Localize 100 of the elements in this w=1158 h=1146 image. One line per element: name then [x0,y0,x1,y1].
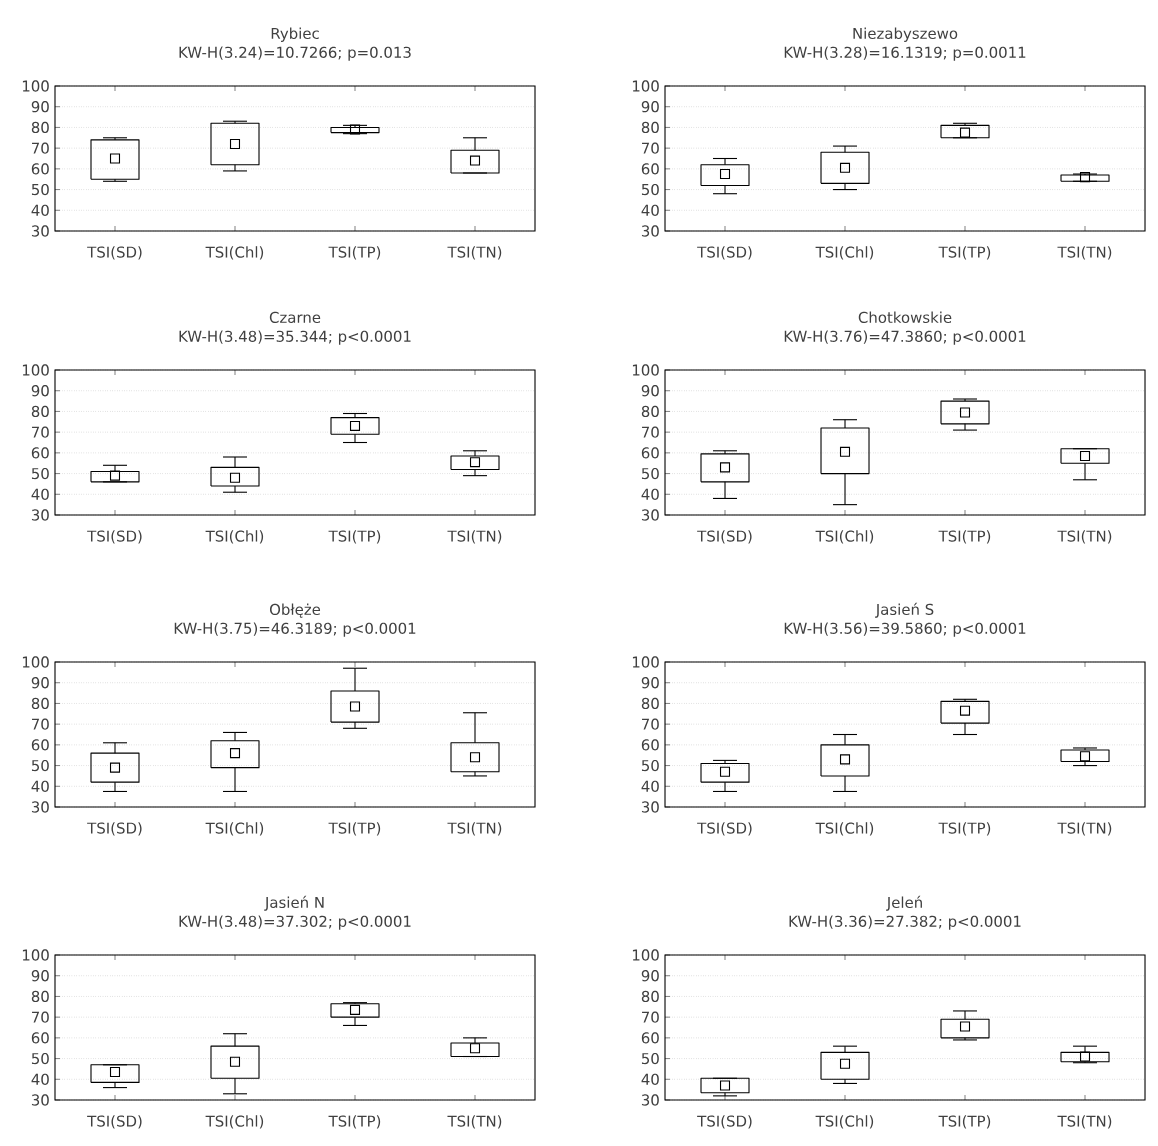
y-tick-label: 30 [641,225,659,237]
y-tick-label: 60 [31,447,49,459]
y-tick-label: 30 [641,509,659,521]
chart-subtitle: KW-H(3.24)=10.7266; p=0.013 [179,46,411,61]
y-tick-label: 60 [31,739,49,751]
y-tick-label: 30 [641,1094,659,1106]
y-tick-label: 40 [641,204,659,216]
y-tick-label: 90 [641,101,659,113]
y-tick-label: 70 [32,142,49,154]
y-tick-label: 80 [641,121,659,134]
y-tick-label: 90 [31,970,49,982]
x-tick-label: TSI(Chl) [815,1115,874,1129]
y-tick-label: 80 [641,697,659,710]
chart-subtitle: KW-H(3.36)=27.382; p<0.0001 [789,915,1021,930]
y-tick-label: 100 [632,80,659,92]
y-tick-label: 50 [31,467,49,480]
chart-subtitle: KW-H(3.76)=47.3860; p<0.0001 [784,330,1026,345]
x-tick-label: TSI(Chl) [205,246,264,260]
x-tick-label: TSI(TP) [328,1115,381,1129]
y-tick-label: 40 [31,780,49,792]
x-tick-label: TSI(TN) [1057,822,1112,836]
y-tick-label: 40 [31,1073,49,1085]
y-tick-label: 60 [31,163,49,175]
y-tick-label: 100 [22,949,49,961]
chart-title: Niezabyszewo [853,27,958,42]
y-tick-label: 80 [31,121,49,134]
y-tick-label: 90 [31,385,49,397]
x-tick-label: TSI(Chl) [205,1115,264,1129]
x-tick-label: TSI(TP) [328,246,381,260]
chart-title: Chotkowskie [858,311,952,324]
x-tick-label: TSI(Chl) [815,530,874,544]
y-tick-label: 50 [31,183,49,196]
y-tick-label: 70 [32,718,49,730]
x-tick-label: TSI(SD) [697,1115,752,1129]
y-tick-label: 90 [31,677,49,689]
x-tick-label: TSI(TN) [1057,1115,1112,1129]
y-tick-label: 90 [641,385,659,397]
x-tick-label: TSI(TN) [1057,246,1112,260]
y-tick-label: 40 [641,780,659,792]
y-tick-label: 100 [22,80,49,92]
y-tick-label: 40 [641,488,659,500]
x-tick-label: TSI(TP) [328,530,381,544]
chart-subtitle: KW-H(3.48)=35.344; p<0.0001 [179,330,411,345]
y-tick-label: 40 [641,1073,659,1085]
y-tick-label: 30 [641,801,659,813]
y-tick-label: 50 [31,759,49,772]
x-tick-label: TSI(TN) [447,530,502,544]
y-tick-label: 100 [22,364,49,376]
y-tick-label: 50 [31,1052,49,1065]
y-tick-label: 90 [641,677,659,689]
chart-subtitle: KW-H(3.48)=37.302; p<0.0001 [179,915,411,930]
x-tick-label: TSI(TP) [328,822,381,836]
chart-title: Jeleń [886,895,922,911]
x-tick-label: TSI(Chl) [815,246,874,260]
y-tick-label: 80 [31,405,49,418]
x-tick-label: TSI(SD) [87,246,142,260]
chart-title: Obłęże [269,603,321,618]
chart-subtitle: KW-H(3.28)=16.1319; p=0.0011 [784,46,1026,61]
y-tick-label: 100 [22,656,49,668]
x-tick-label: TSI(TP) [938,246,991,260]
y-tick-label: 80 [641,990,659,1003]
x-tick-label: TSI(Chl) [205,822,264,836]
x-tick-label: TSI(SD) [697,822,752,836]
y-tick-label: 50 [641,183,659,196]
y-tick-label: 90 [641,970,659,982]
y-tick-label: 70 [32,1011,49,1023]
y-tick-label: 80 [641,405,659,418]
x-tick-label: TSI(TN) [447,246,502,260]
x-tick-label: TSI(TN) [1057,530,1112,544]
chart-subtitle: KW-H(3.56)=39.5860; p<0.0001 [784,622,1026,637]
x-tick-label: TSI(TP) [938,822,991,836]
x-tick-label: TSI(SD) [87,1115,142,1129]
y-tick-label: 100 [632,949,659,961]
x-tick-label: TSI(Chl) [815,822,874,836]
x-tick-label: TSI(SD) [697,530,752,544]
x-tick-label: TSI(Chl) [205,530,264,544]
y-tick-label: 60 [31,1032,49,1044]
y-tick-label: 80 [31,990,49,1003]
y-tick-label: 60 [641,1032,659,1044]
y-tick-label: 70 [642,1011,659,1023]
chart-title: Jasień S [875,602,934,618]
x-tick-label: TSI(TP) [938,530,991,544]
y-tick-label: 70 [642,142,659,154]
y-tick-label: 70 [32,426,49,438]
x-tick-label: TSI(SD) [697,246,752,260]
y-tick-label: 70 [642,426,659,438]
y-tick-label: 80 [31,697,49,710]
x-tick-label: TSI(TP) [938,1115,991,1129]
y-tick-label: 30 [31,225,49,237]
x-tick-label: TSI(TN) [447,822,502,836]
y-tick-label: 60 [641,447,659,459]
chart-title: Czarne [269,311,321,324]
y-tick-label: 50 [641,1052,659,1065]
y-tick-label: 90 [31,101,49,113]
y-tick-label: 60 [641,739,659,751]
y-tick-label: 70 [642,718,659,730]
x-tick-label: TSI(TN) [447,1115,502,1129]
chart-title: Rybiec [271,27,319,42]
y-tick-label: 30 [31,1094,49,1106]
x-tick-label: TSI(SD) [87,822,142,836]
